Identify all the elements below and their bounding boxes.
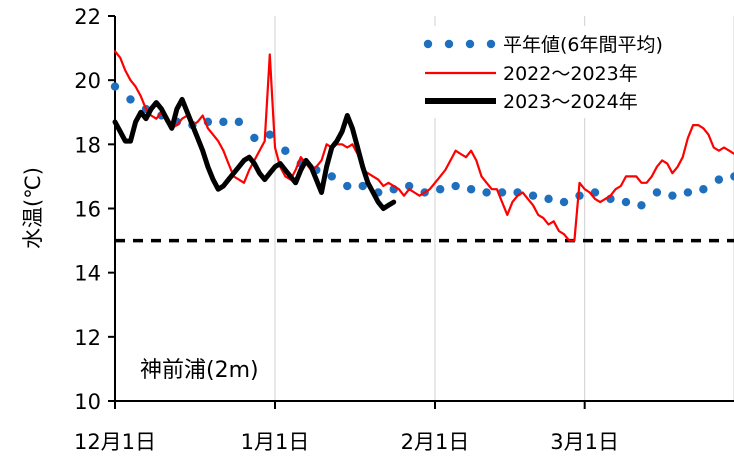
normal-point-9 (250, 133, 259, 143)
normal-point-37 (683, 188, 693, 197)
normal-point-19 (404, 181, 414, 191)
x-tick-label-1: 1月1日 (241, 430, 310, 454)
legend: 平年値(6年間平均) 2022〜2023年 2023〜2024年 (415, 26, 731, 118)
y-tick-labels: 10 12 14 16 18 20 22 (74, 5, 115, 414)
y-tick-label-18: 18 (74, 133, 101, 157)
y-axis-label: 水温(℃) (21, 167, 45, 249)
normal-point-39 (714, 175, 724, 184)
normal-point-1 (126, 95, 135, 104)
legend-marker-dot-0 (423, 39, 433, 49)
normal-point-0 (110, 82, 120, 91)
legend-label-2: 2023〜2024年 (503, 91, 638, 113)
normal-point-33 (621, 197, 631, 207)
normal-point-21 (435, 185, 445, 194)
normal-point-15 (343, 181, 352, 191)
normal-point-7 (219, 117, 228, 127)
y-tick-label-20: 20 (74, 69, 101, 93)
y-tick-label-22: 22 (74, 5, 101, 29)
normal-point-11 (281, 146, 290, 155)
normal-point-29 (559, 197, 569, 207)
y-tick-label-14: 14 (74, 262, 101, 286)
legend-marker-dot-3 (486, 39, 496, 49)
legend-marker-dot-1 (444, 39, 454, 49)
normal-point-8 (234, 117, 244, 127)
normal-point-31 (590, 188, 600, 197)
y-tick-label-10: 10 (74, 390, 101, 414)
normal-point-23 (466, 185, 476, 194)
normal-point-10 (265, 130, 275, 139)
station-label: 神前浦(2m) (140, 358, 259, 383)
y-tick-label-12: 12 (74, 326, 101, 350)
series-2023-2024-line (112, 96, 397, 211)
x-tick-label-0: 12月1日 (74, 430, 156, 454)
normal-point-24 (482, 188, 491, 197)
series-2022-2023-line (113, 50, 734, 242)
normal-point-14 (327, 172, 336, 181)
legend-label-0: 平年値(6年間平均) (503, 34, 663, 56)
normal-point-22 (451, 181, 460, 191)
normal-point-40 (730, 172, 734, 181)
x-tick-label-3: 3月1日 (550, 430, 619, 454)
series-group (110, 50, 734, 242)
normal-point-16 (358, 181, 367, 191)
legend-label-1: 2022〜2023年 (503, 63, 638, 85)
y-tick-label-16: 16 (74, 198, 101, 222)
normal-point-28 (544, 194, 553, 204)
normal-point-34 (637, 201, 646, 210)
x-tick-labels: 12月1日 1月1日 2月1日 3月1日 (74, 401, 619, 454)
normal-point-27 (528, 191, 538, 200)
normal-point-36 (668, 191, 677, 200)
x-tick-label-2: 2月1日 (401, 430, 470, 454)
normal-point-35 (652, 188, 662, 197)
legend-marker-dot-2 (465, 39, 475, 49)
normal-point-38 (699, 185, 708, 194)
